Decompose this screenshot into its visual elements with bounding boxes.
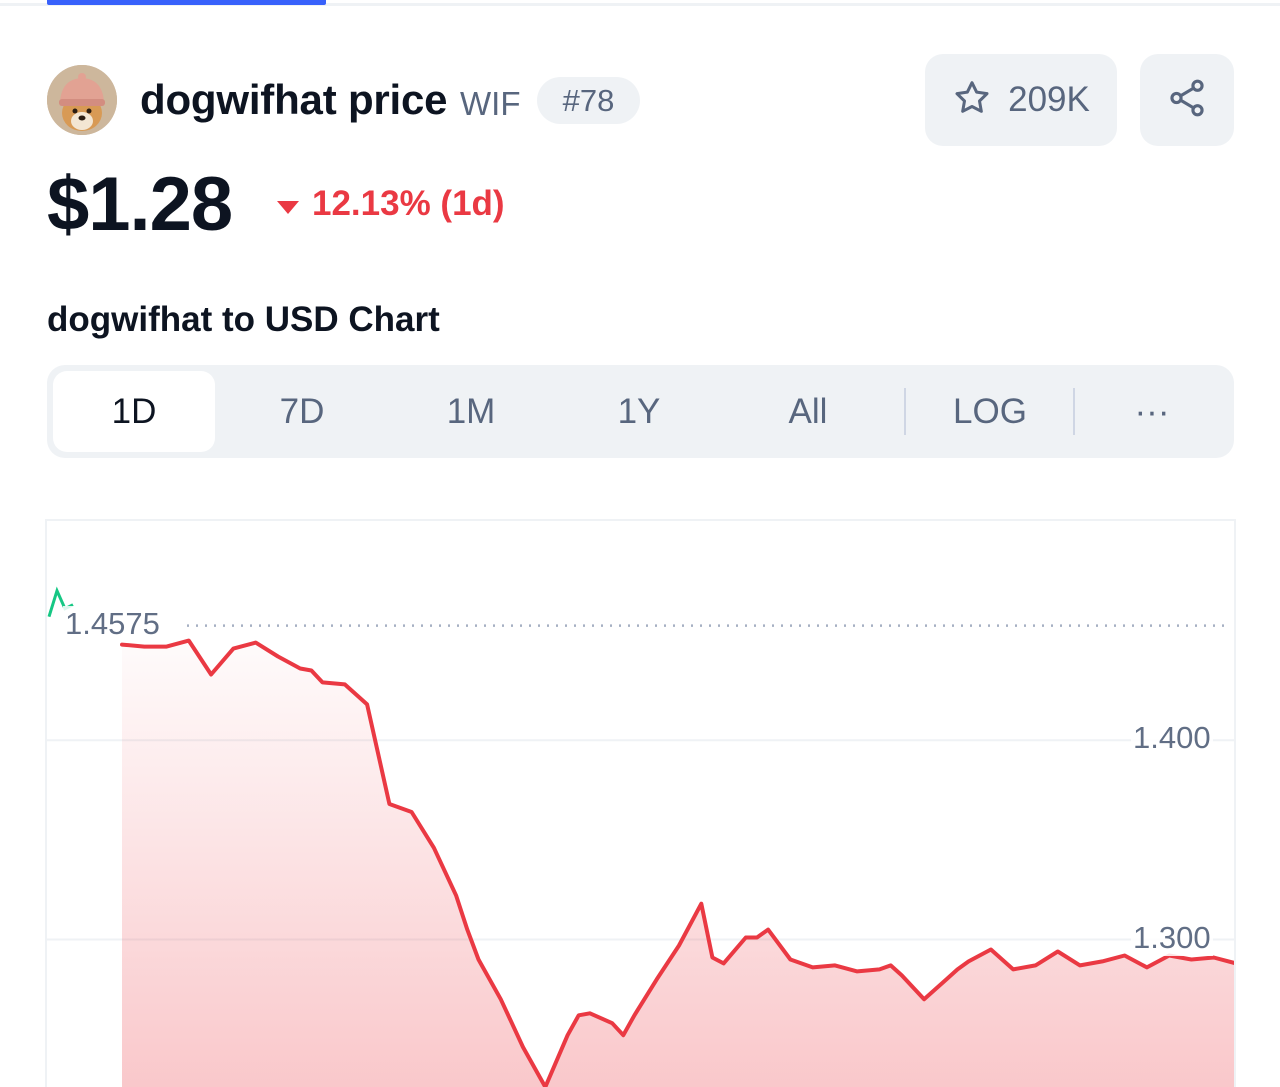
tab-1m[interactable]: 1M (446, 391, 496, 431)
share-button[interactable] (1140, 54, 1234, 146)
share-icon (1166, 77, 1208, 124)
y-tick-label: 1.400 (1131, 720, 1213, 757)
current-price: $1.28 (47, 162, 233, 247)
watchlist-count: 209K (1008, 80, 1090, 119)
price-change: 12.13% (1d) (276, 184, 505, 224)
tab-7d[interactable]: 7D (279, 391, 325, 431)
caret-down-icon (276, 184, 300, 224)
tab-all[interactable]: All (788, 391, 828, 431)
coin-symbol: WIF (460, 85, 521, 122)
reference-price-label: 1.4575 (63, 605, 162, 642)
more-options-button[interactable]: ··· (1134, 391, 1170, 431)
tab-1d[interactable]: 1D (53, 371, 215, 452)
y-tick-label: 1.300 (1131, 919, 1213, 956)
rank-badge: #78 (537, 77, 640, 124)
price-area (122, 640, 1234, 1087)
chart-heading: dogwifhat to USD Chart (47, 300, 440, 339)
coin-logo (47, 65, 117, 135)
top-divider (0, 3, 1280, 6)
price-chart-canvas (47, 586, 1234, 1087)
tab-1y[interactable]: 1Y (617, 391, 661, 431)
watchlist-button[interactable]: 209K (925, 54, 1117, 146)
star-icon (952, 78, 992, 123)
tab-divider (1073, 388, 1075, 435)
tab-divider (904, 388, 906, 435)
chart-range-tabs: 1D 7D 1M 1Y All LOG ··· (47, 365, 1234, 458)
price-chart[interactable]: 1.4575 1.400 1.300 (45, 519, 1236, 1087)
active-tab-indicator (47, 0, 326, 5)
price-line (120, 638, 1234, 1087)
price-change-value: 12.13% (1d) (312, 184, 505, 223)
log-scale-toggle[interactable]: LOG (953, 391, 1027, 431)
coin-name: dogwifhat price (140, 76, 448, 123)
